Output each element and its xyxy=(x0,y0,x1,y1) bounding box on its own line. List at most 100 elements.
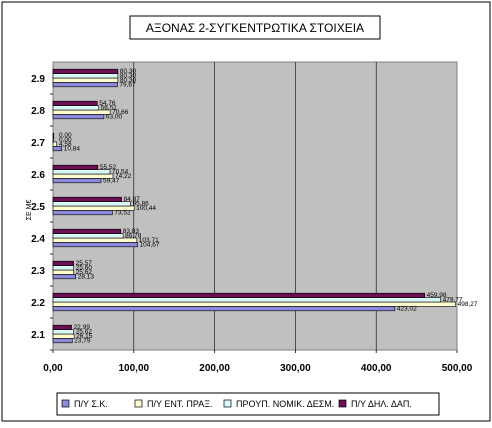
bar xyxy=(52,297,441,303)
chart-title: ΑΞΟΝΑΣ 2-ΣΥΓΚΕΝΤΡΩΤΙΚΑ ΣΤΟΙΧΕΙΑ xyxy=(146,21,364,35)
bar xyxy=(52,68,119,74)
legend: Π/Υ Σ.Κ. Π/Υ ΕΝΤ. ΠΡΑΞ. ΠΡΟΥΠ. ΝΟΜΙΚ. ΔΕΣΜ… xyxy=(61,399,412,409)
bar xyxy=(52,201,131,207)
bar-value-label: 103,71 xyxy=(139,237,159,244)
bar xyxy=(52,228,122,234)
bar-value-label: 498,27 xyxy=(458,301,478,308)
legend-swatch xyxy=(223,399,232,408)
bar xyxy=(52,242,138,248)
bar xyxy=(52,274,77,280)
category-labels: 2.1 2.2 2.3 2.4 2.5 2.6 2.7 2.8 2.9 xyxy=(31,74,53,351)
bar xyxy=(52,164,99,170)
category-label: 2.9 xyxy=(31,74,45,85)
bar xyxy=(52,329,75,335)
category-label: 2.7 xyxy=(31,138,45,149)
bar-value-label: 83,83 xyxy=(123,228,140,235)
bar-value-label: 80,30 xyxy=(120,73,137,80)
category-label: 2.2 xyxy=(31,298,45,309)
y-axis-label: ΣΕ Μ€ xyxy=(26,200,33,221)
bar-value-label: 80,30 xyxy=(120,77,137,84)
bar xyxy=(52,141,58,147)
bar-value-label: 63,00 xyxy=(106,113,123,120)
x-tick-labels: 0,00 100,00 200,00 300,00 400,00 500,00 xyxy=(43,350,473,374)
bar-value-label: 104,67 xyxy=(140,241,160,248)
bar xyxy=(52,146,63,152)
bar-value-label: 55,52 xyxy=(100,164,117,171)
category-label: 2.6 xyxy=(31,170,45,181)
bar xyxy=(52,100,98,106)
category-label: 2.3 xyxy=(31,266,45,277)
x-tick-label: 0,00 xyxy=(43,363,63,374)
bar xyxy=(52,137,55,143)
legend-label: ΠΡΟΥΠ. ΝΟΜΙΚ. ΔΕΣΜ. xyxy=(236,399,334,409)
bar xyxy=(52,338,73,344)
bar xyxy=(52,306,396,312)
x-tick-label: 100,00 xyxy=(119,363,150,374)
bar-value-label: 73,52 xyxy=(114,209,131,216)
bar-value-label: 79,67 xyxy=(119,81,136,88)
bar xyxy=(52,260,74,266)
category-label: 2.8 xyxy=(31,106,45,117)
bar xyxy=(52,269,75,275)
bar xyxy=(52,114,105,120)
category-label: 2.5 xyxy=(31,202,45,213)
bar-value-label: 423,02 xyxy=(397,305,417,312)
bars xyxy=(52,68,456,344)
x-tick-label: 200,00 xyxy=(199,363,230,374)
legend-swatch xyxy=(338,399,347,408)
bar-value-label: 26,15 xyxy=(76,333,93,340)
bar-value-label: 74,22 xyxy=(115,173,132,180)
legend-label: Π/Υ ΕΝΤ. ΠΡΑΞ. xyxy=(147,399,213,409)
bar-value-label: 25,62 xyxy=(76,329,93,336)
bar-value-label: 59,47 xyxy=(103,177,120,184)
bar-value-label: 95,86 xyxy=(132,201,149,208)
bar xyxy=(52,77,119,83)
category-label: 2.4 xyxy=(31,234,45,245)
bar-labels: 23,7926,1525,6222,99423,02498,27479,7745… xyxy=(59,68,478,344)
bar-value-label: 100,44 xyxy=(136,205,156,212)
bar-value-label: 10,84 xyxy=(64,145,81,152)
bar-value-label: 0,00 xyxy=(59,132,72,139)
legend-swatch xyxy=(61,399,70,408)
bar-value-label: 84,87 xyxy=(124,196,141,203)
chart-area-border xyxy=(1,1,491,422)
bar-value-label: 80,30 xyxy=(120,68,137,75)
x-tick-label: 500,00 xyxy=(442,363,473,374)
x-tick-label: 400,00 xyxy=(361,363,392,374)
bar xyxy=(52,73,119,79)
legend-label: Π/Υ ΔΗΛ. ΔΑΠ. xyxy=(351,399,412,409)
bar-value-label: 28,13 xyxy=(78,273,95,280)
bar xyxy=(52,333,75,339)
bar-value-label: 70,54 xyxy=(112,169,129,176)
bar-value-label: 25,57 xyxy=(76,260,93,267)
bar-value-label: 0,00 xyxy=(59,137,72,144)
legend-swatch xyxy=(134,399,143,408)
bar-value-label: 25,60 xyxy=(76,265,93,272)
bar-value-label: 54,76 xyxy=(99,100,116,107)
title-box xyxy=(129,15,381,40)
bar-value-label: 23,79 xyxy=(74,337,91,344)
bar-value-label: 479,77 xyxy=(443,297,463,304)
bar-value-label: 56,51 xyxy=(101,105,118,112)
bar xyxy=(52,82,118,88)
category-label: 2.1 xyxy=(31,330,45,341)
legend-box xyxy=(56,392,440,416)
legend-label: Π/Υ Σ.Κ. xyxy=(74,399,108,409)
bar-value-label: 70,66 xyxy=(112,109,129,116)
x-tick-label: 300,00 xyxy=(280,363,311,374)
bar xyxy=(52,178,102,184)
bar xyxy=(52,265,74,271)
bar xyxy=(52,132,55,138)
bar-value-label: 86,78 xyxy=(125,233,142,240)
bar-value-label: 25,62 xyxy=(76,269,93,276)
bar-value-label: 22,99 xyxy=(74,324,91,331)
bar xyxy=(52,233,124,239)
bar xyxy=(52,301,456,307)
bar xyxy=(52,210,113,216)
bar-value-label: 459,98 xyxy=(427,292,447,299)
bar xyxy=(52,324,72,330)
bar xyxy=(52,105,99,111)
bar xyxy=(52,292,425,298)
